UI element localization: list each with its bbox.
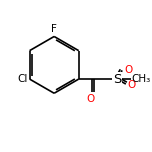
Text: O: O [86, 94, 95, 104]
Text: CH₃: CH₃ [131, 74, 150, 84]
Text: F: F [51, 24, 57, 34]
Text: O: O [128, 80, 136, 90]
Text: O: O [124, 65, 132, 75]
Text: Cl: Cl [17, 74, 28, 83]
Text: S: S [113, 73, 121, 86]
